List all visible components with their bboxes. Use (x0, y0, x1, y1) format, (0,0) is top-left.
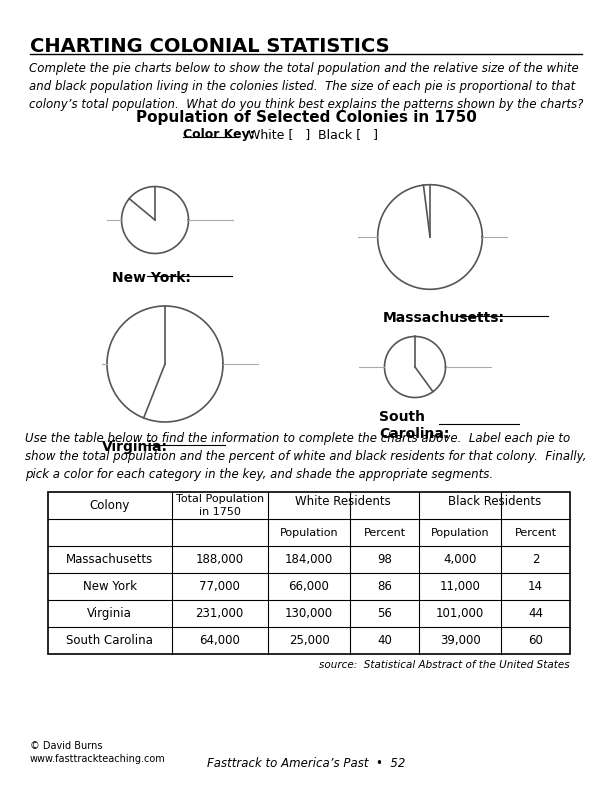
Text: Colony: Colony (89, 499, 130, 512)
Text: 66,000: 66,000 (289, 580, 329, 593)
Text: Color Key:: Color Key: (183, 128, 255, 141)
Text: Black Residents: Black Residents (448, 495, 541, 508)
Text: Virginia: Virginia (88, 607, 132, 620)
Bar (48, 492, 570, 654)
Text: Massachusetts:: Massachusetts: (382, 311, 505, 326)
Text: 130,000: 130,000 (285, 607, 333, 620)
Text: New York: New York (83, 580, 137, 593)
Text: source:  Statistical Abstract of the United States: source: Statistical Abstract of the Unit… (319, 660, 570, 670)
Text: © David Burns
www.fasttrackteaching.com: © David Burns www.fasttrackteaching.com (30, 741, 166, 764)
Text: 39,000: 39,000 (440, 634, 480, 647)
Text: 231,000: 231,000 (196, 607, 244, 620)
Text: Population of Selected Colonies in 1750: Population of Selected Colonies in 1750 (136, 110, 476, 125)
Text: 40: 40 (377, 634, 392, 647)
Text: White Residents: White Residents (296, 495, 391, 508)
Text: Massachusetts: Massachusetts (66, 553, 154, 566)
Text: 64,000: 64,000 (200, 634, 240, 647)
Text: 184,000: 184,000 (285, 553, 333, 566)
Text: Fasttrack to America’s Past  •  52: Fasttrack to America’s Past • 52 (207, 757, 405, 770)
Text: Black [   ]: Black [ ] (318, 128, 378, 141)
Text: Use the table below to find the information to complete the charts above.  Label: Use the table below to find the informat… (25, 432, 587, 481)
Text: Complete the pie charts below to show the total population and the relative size: Complete the pie charts below to show th… (29, 62, 583, 111)
Text: New York:: New York: (111, 272, 190, 285)
Text: Percent: Percent (515, 527, 557, 538)
Text: Percent: Percent (364, 527, 406, 538)
Text: 188,000: 188,000 (196, 553, 244, 566)
Text: 56: 56 (377, 607, 392, 620)
Text: 86: 86 (377, 580, 392, 593)
Text: White [   ]: White [ ] (248, 128, 310, 141)
Text: 44: 44 (528, 607, 543, 620)
Text: Virginia:: Virginia: (102, 440, 168, 454)
Text: 11,000: 11,000 (439, 580, 480, 593)
Text: 14: 14 (528, 580, 543, 593)
Text: 25,000: 25,000 (289, 634, 329, 647)
Text: Population: Population (280, 527, 338, 538)
Text: Total Population
in 1750: Total Population in 1750 (176, 494, 264, 516)
Text: South Carolina: South Carolina (66, 634, 153, 647)
Text: 101,000: 101,000 (436, 607, 484, 620)
Text: 77,000: 77,000 (200, 580, 240, 593)
Text: 98: 98 (377, 553, 392, 566)
Text: 60: 60 (528, 634, 543, 647)
Text: 4,000: 4,000 (444, 553, 477, 566)
Text: South
Carolina:: South Carolina: (379, 409, 450, 441)
Text: CHARTING COLONIAL STATISTICS: CHARTING COLONIAL STATISTICS (30, 37, 390, 56)
Text: Population: Population (431, 527, 490, 538)
Text: 2: 2 (532, 553, 539, 566)
